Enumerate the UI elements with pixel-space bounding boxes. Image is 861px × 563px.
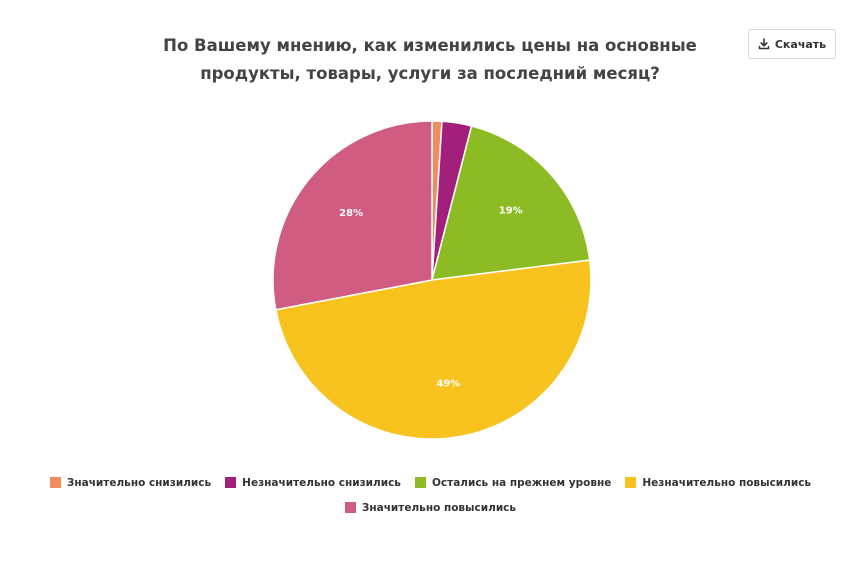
pie-slice-unchanged[interactable] (431, 125, 591, 281)
chart-legend: Значительно снизились Незначительно сниз… (30, 474, 831, 516)
legend-swatch (414, 477, 426, 488)
download-button-label: Скачать (774, 37, 827, 51)
legend-swatch (49, 477, 61, 488)
data-label-unchanged: 19% (499, 206, 523, 217)
legend-item-strongly-increased[interactable]: Значительно повысились (344, 499, 517, 516)
download-icon (758, 38, 770, 50)
legend-item-slightly-increased[interactable]: Незначительно повысились (625, 474, 811, 491)
legend-label: Значительно снизились (66, 476, 212, 489)
legend-swatch (225, 477, 237, 488)
pie-slice-slightly-increased[interactable] (275, 259, 592, 440)
legend-item-strongly-decreased[interactable]: Значительно снизились (49, 474, 212, 491)
legend-swatch (625, 477, 637, 488)
chart-title-line-1: По Вашему мнению, как изменились цены на… (163, 36, 697, 55)
data-label-strongly-increased: 28% (339, 208, 363, 219)
legend-label: Незначительно повысились (642, 476, 812, 489)
download-button[interactable]: Скачать (748, 29, 836, 59)
legend-item-unchanged[interactable]: Остались на прежнем уровне (414, 474, 612, 491)
legend-label: Значительно повысились (361, 501, 517, 514)
chart-title: По Вашему мнению, как изменились цены на… (140, 32, 720, 88)
legend-label: Остались на прежнем уровне (431, 476, 612, 489)
data-label-slightly-increased: 49% (436, 379, 460, 390)
pie-slice-strongly-increased[interactable] (272, 120, 433, 311)
legend-label: Незначительно снизились (242, 476, 401, 489)
pie-chart: 19% 49% 28% (272, 120, 592, 440)
chart-title-line-2: продукты, товары, услуги за последний ме… (200, 64, 660, 83)
legend-swatch (344, 502, 356, 513)
legend-item-slightly-decreased[interactable]: Незначительно снизились (225, 474, 401, 491)
